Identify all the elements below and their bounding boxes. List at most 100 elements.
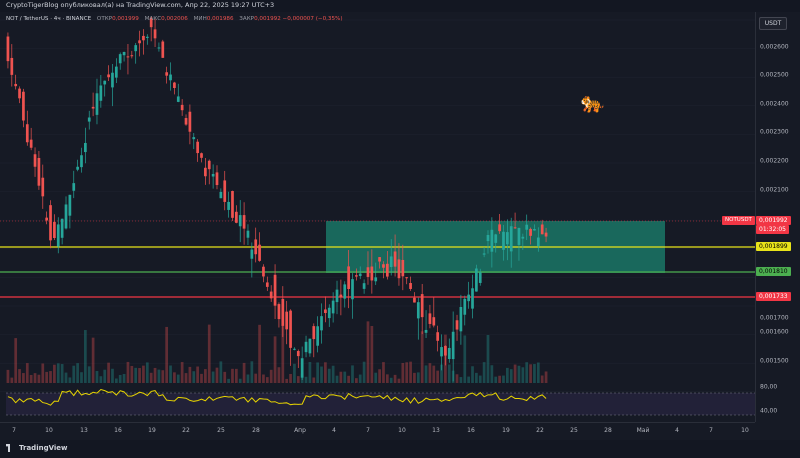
time-tick: 7 (709, 427, 713, 434)
candle-body (149, 17, 153, 28)
volume-bar (138, 368, 141, 383)
time-tick: 22 (536, 427, 544, 434)
change-value: −0,000007 (−0,35%) (282, 16, 343, 22)
volume-bar (130, 365, 134, 383)
volume-bar (211, 371, 215, 383)
volume-bar (505, 367, 509, 383)
brand-name: TradingView (19, 444, 68, 452)
candle-body (281, 298, 285, 326)
candle-body (56, 224, 60, 247)
candle-body (234, 211, 238, 223)
price-tick: 0,002500 (760, 71, 789, 79)
candle-body (351, 279, 354, 300)
candle-body (269, 291, 273, 299)
volume-bar (498, 375, 501, 383)
time-tick: 10 (741, 427, 749, 434)
candle-body (265, 282, 269, 287)
volume-bar (149, 372, 153, 383)
publish-title: CryptoTigerBlog опубликовал(а) на Tradin… (6, 1, 275, 9)
time-tick: 19 (148, 427, 156, 434)
volume-bar (436, 370, 440, 383)
rsi-band (6, 393, 755, 415)
candle-body (33, 154, 37, 167)
candle-body (475, 268, 478, 292)
candle-body (200, 153, 203, 158)
chart-canvas[interactable] (0, 0, 755, 422)
candle-body (87, 117, 91, 122)
currency-button[interactable]: USDT (759, 17, 787, 30)
volume-bar (273, 336, 277, 383)
volume-bar (262, 374, 265, 383)
volume-bar (308, 361, 312, 383)
candle-body (451, 331, 455, 360)
candle-body (145, 36, 149, 38)
volume-bar (513, 364, 517, 383)
candle-body (134, 45, 138, 52)
candle-body (312, 326, 316, 340)
candle-body (107, 74, 110, 78)
candle-body (184, 118, 188, 125)
volume-bar (238, 378, 242, 383)
open-label: ОТКР (96, 16, 113, 22)
candle-body (91, 106, 95, 109)
candle-body (327, 307, 331, 319)
volume-bar (134, 367, 138, 383)
volume-bar (76, 363, 79, 383)
volume-bar (22, 373, 25, 383)
volume-bar (347, 375, 350, 383)
volume-bar (289, 373, 292, 383)
volume-bar (459, 377, 463, 383)
price-tick: 0,002100 (760, 186, 789, 194)
volume-bar (25, 363, 29, 383)
candle-body (401, 259, 405, 277)
candle-body (529, 228, 532, 236)
volume-bar (14, 338, 18, 383)
volume-bar (420, 331, 424, 383)
volume-bar (107, 362, 110, 383)
time-axis[interactable] (0, 422, 755, 439)
candle-body (95, 93, 99, 115)
volume-bar (467, 376, 470, 383)
volume-bar (544, 371, 548, 383)
candle-body (389, 256, 393, 268)
volume-bar (114, 378, 118, 383)
candle-body (324, 309, 327, 314)
volume-bar (45, 371, 49, 383)
volume-bar (378, 369, 381, 383)
volume-bar (374, 372, 378, 383)
volume-bar (533, 364, 536, 383)
red-level-tag: 0,001733 (756, 292, 791, 301)
volume-bar (416, 372, 420, 383)
tradingview-logo[interactable]: TradingView (6, 444, 68, 452)
candle-body (459, 307, 463, 332)
volume-bar (68, 377, 72, 383)
publish-bar (0, 0, 800, 12)
candle-body (544, 232, 548, 237)
candle-body (6, 36, 10, 62)
volume-bar (281, 325, 285, 383)
volume-bar (18, 369, 21, 383)
candle-body (258, 244, 261, 261)
volume-bar (258, 324, 261, 383)
volume-bar (413, 372, 416, 383)
candle-body (432, 317, 436, 326)
candle-body (374, 277, 378, 282)
close-label: ЗАКР (239, 16, 255, 22)
symbol-name[interactable]: NOT / TetherUS · 4ч · BINANCE (6, 16, 92, 22)
candle-body (84, 142, 87, 153)
candle-body (76, 166, 79, 170)
volume-bar (157, 369, 161, 383)
time-tick: 25 (217, 427, 225, 434)
candle-body (103, 80, 107, 85)
candle-body (250, 249, 254, 259)
time-tick: 22 (182, 427, 190, 434)
volume-bar (242, 362, 246, 383)
candle-body (347, 266, 350, 289)
rsi-tick: 80,00 (760, 383, 778, 391)
candle-body (238, 215, 242, 227)
volume-bar (95, 371, 99, 383)
volume-bar (277, 367, 281, 383)
volume-bar (10, 377, 14, 383)
volume-bar (118, 374, 122, 383)
volume-bar (200, 373, 203, 383)
